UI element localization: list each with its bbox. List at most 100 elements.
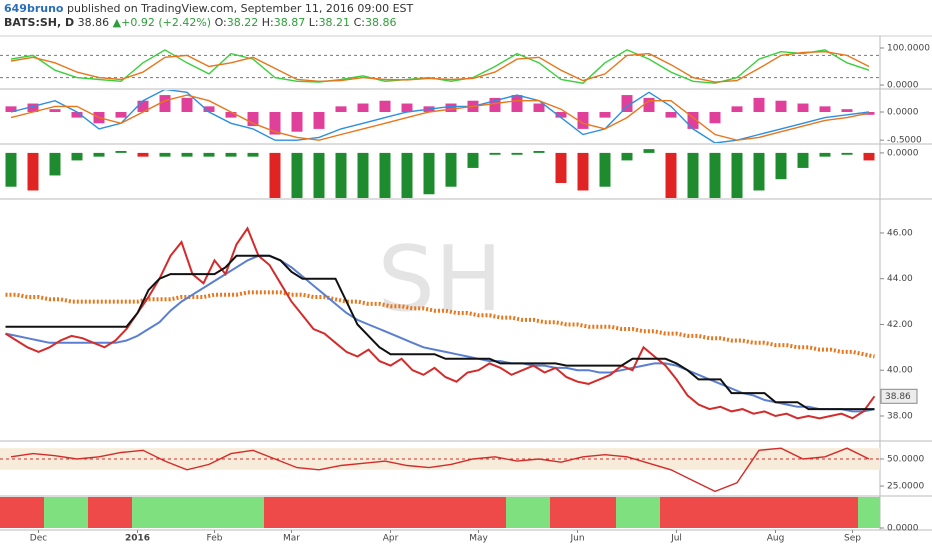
x-tick-label: Aug	[767, 534, 785, 544]
bar	[555, 111, 567, 118]
bar	[93, 152, 105, 157]
x-tick-label: Jun	[569, 534, 584, 544]
bar	[5, 106, 17, 112]
bar	[220, 497, 242, 528]
symbol: BATS:SH, D	[4, 16, 75, 29]
bar	[176, 497, 198, 528]
bar	[726, 497, 748, 528]
o-label: O:	[214, 16, 227, 29]
bar	[797, 152, 809, 168]
bar	[159, 152, 171, 157]
x-tick-label: Mar	[283, 534, 300, 544]
l-label: L:	[308, 16, 319, 29]
watermark: SH	[378, 227, 503, 332]
h-label: H:	[261, 16, 274, 29]
bar	[198, 497, 220, 528]
low: 38.21	[318, 16, 351, 29]
bar	[643, 97, 655, 112]
y-tick-label: 25.0000	[887, 482, 924, 492]
bar	[357, 103, 369, 112]
x-tick-label: Sep	[844, 534, 861, 544]
bar	[132, 497, 154, 528]
bar	[154, 497, 176, 528]
bar	[418, 497, 440, 528]
bar	[181, 97, 193, 112]
bar	[330, 497, 352, 528]
bar	[242, 497, 264, 528]
bar	[264, 497, 286, 528]
bar	[291, 152, 303, 198]
publish-line: 649bruno published on TradingView.com, S…	[4, 2, 413, 16]
published: published on TradingView.com, September …	[66, 2, 414, 15]
price-tag-label: 38.86	[885, 392, 911, 402]
x-tick-label: Dec	[30, 534, 47, 544]
bar	[621, 152, 633, 161]
x-tick-label: Jul	[670, 534, 682, 544]
bar	[49, 109, 61, 112]
bar	[511, 152, 523, 155]
bar	[335, 106, 347, 112]
series-line	[10, 94, 870, 141]
header: 649bruno published on TradingView.com, S…	[4, 2, 413, 30]
bar	[616, 497, 638, 528]
bar	[313, 152, 325, 198]
bar	[792, 497, 814, 528]
bar	[643, 149, 655, 153]
bar	[379, 100, 391, 112]
bar	[137, 152, 149, 157]
bar	[27, 103, 39, 112]
author: 649bruno	[4, 2, 64, 15]
bar	[0, 497, 22, 528]
bar	[863, 152, 875, 161]
y-tick-label: 100.0000	[887, 44, 930, 54]
bar	[753, 152, 765, 191]
bar	[5, 152, 17, 187]
bar	[506, 497, 528, 528]
y-tick-label: 50.0000	[887, 454, 924, 464]
bar	[770, 497, 792, 528]
series-line	[10, 90, 870, 143]
bar	[374, 497, 396, 528]
bar	[819, 106, 831, 112]
bar	[396, 497, 418, 528]
bar	[533, 151, 545, 153]
bar	[665, 152, 677, 198]
bar	[401, 103, 413, 112]
bar	[682, 497, 704, 528]
bar	[555, 152, 567, 183]
bar	[462, 497, 484, 528]
bar	[704, 497, 726, 528]
bar	[594, 497, 616, 528]
bar	[511, 95, 523, 112]
bar	[550, 497, 572, 528]
bar	[836, 497, 858, 528]
bar	[225, 152, 237, 157]
bar	[423, 152, 435, 195]
series-line	[5, 254, 875, 413]
x-tick-label: Apr	[383, 534, 399, 544]
c-label: C:	[353, 16, 365, 29]
bar	[753, 97, 765, 112]
series-line	[10, 50, 870, 83]
bar	[533, 103, 545, 112]
bar	[137, 100, 149, 112]
panel	[0, 447, 880, 493]
bar	[687, 111, 699, 129]
price-tag	[880, 388, 918, 404]
change: +0.92 (+2.42%)	[121, 16, 212, 29]
bar	[71, 111, 83, 118]
arrow: ▲	[112, 16, 122, 29]
bar	[660, 497, 682, 528]
y-tick-label: 0.0000	[887, 107, 919, 117]
y-tick-label: -0.5000	[887, 136, 922, 146]
bar	[775, 100, 787, 112]
bar	[709, 111, 721, 124]
bar	[572, 497, 594, 528]
bar	[599, 152, 611, 187]
bar	[709, 152, 721, 198]
x-tick-label: Feb	[207, 534, 223, 544]
panel	[0, 497, 880, 528]
bar	[577, 152, 589, 191]
